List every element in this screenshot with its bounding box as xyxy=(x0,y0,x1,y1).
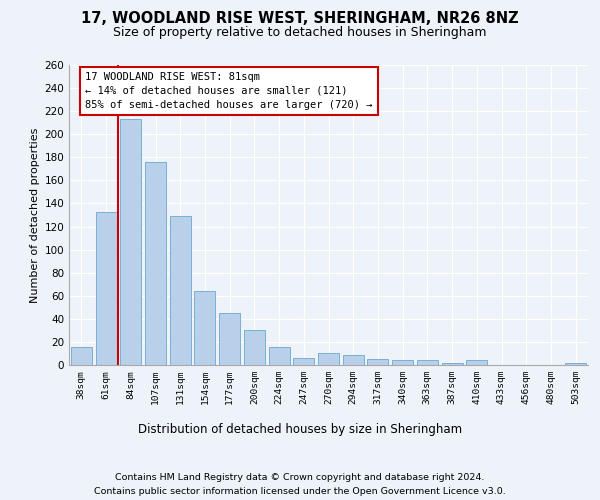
Bar xyxy=(219,313,240,365)
Bar xyxy=(194,291,215,365)
Bar xyxy=(442,362,463,365)
Bar xyxy=(367,359,388,365)
Bar xyxy=(565,362,586,365)
Bar xyxy=(466,360,487,365)
Text: Contains HM Land Registry data © Crown copyright and database right 2024.: Contains HM Land Registry data © Crown c… xyxy=(115,472,485,482)
Bar xyxy=(244,330,265,365)
Text: 17 WOODLAND RISE WEST: 81sqm
← 14% of detached houses are smaller (121)
85% of s: 17 WOODLAND RISE WEST: 81sqm ← 14% of de… xyxy=(85,72,373,110)
Bar xyxy=(318,354,339,365)
Text: 17, WOODLAND RISE WEST, SHERINGHAM, NR26 8NZ: 17, WOODLAND RISE WEST, SHERINGHAM, NR26… xyxy=(81,11,519,26)
Bar xyxy=(145,162,166,365)
Bar xyxy=(95,212,116,365)
Bar xyxy=(170,216,191,365)
Bar xyxy=(269,346,290,365)
Y-axis label: Number of detached properties: Number of detached properties xyxy=(30,128,40,302)
Bar xyxy=(417,360,438,365)
Text: Distribution of detached houses by size in Sheringham: Distribution of detached houses by size … xyxy=(138,422,462,436)
Bar xyxy=(392,360,413,365)
Bar xyxy=(343,354,364,365)
Bar xyxy=(293,358,314,365)
Bar xyxy=(71,346,92,365)
Bar xyxy=(120,119,141,365)
Text: Size of property relative to detached houses in Sheringham: Size of property relative to detached ho… xyxy=(113,26,487,39)
Text: Contains public sector information licensed under the Open Government Licence v3: Contains public sector information licen… xyxy=(94,488,506,496)
